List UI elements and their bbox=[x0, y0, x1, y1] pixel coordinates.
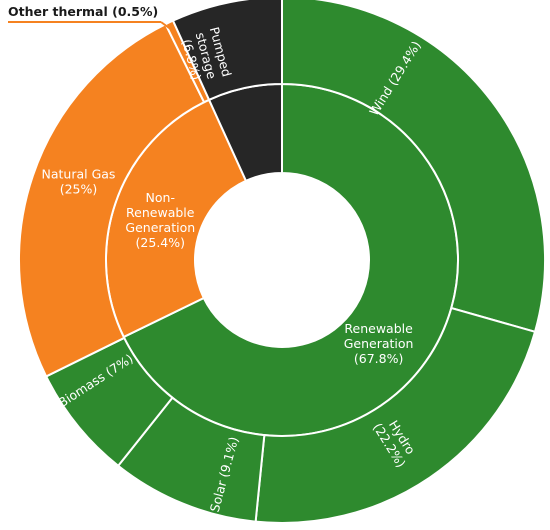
outer-segment-natural-gas bbox=[18, 22, 206, 378]
outer-segment-pumped-storage bbox=[171, 0, 283, 102]
inner-ring bbox=[105, 82, 459, 437]
outer-ring bbox=[18, 0, 546, 524]
inner-label-renewable-generation: Renewable Generation (67.8%) bbox=[344, 321, 414, 366]
other-thermal-callout-label: Other thermal (0.5%) bbox=[8, 4, 158, 19]
inner-label-non-renewable-generation: Non-Renewable Generation (25.4%) bbox=[125, 190, 195, 250]
outer-segment-wind bbox=[281, 0, 546, 334]
inner-label-pumped-storage: Pumpedstorage(6.8%) bbox=[178, 25, 235, 86]
outer-label-natural-gas: Natural Gas (25%) bbox=[42, 166, 116, 196]
other-thermal-leader-diagonal bbox=[160, 21, 177, 34]
outer-segment-hydro bbox=[254, 306, 537, 524]
